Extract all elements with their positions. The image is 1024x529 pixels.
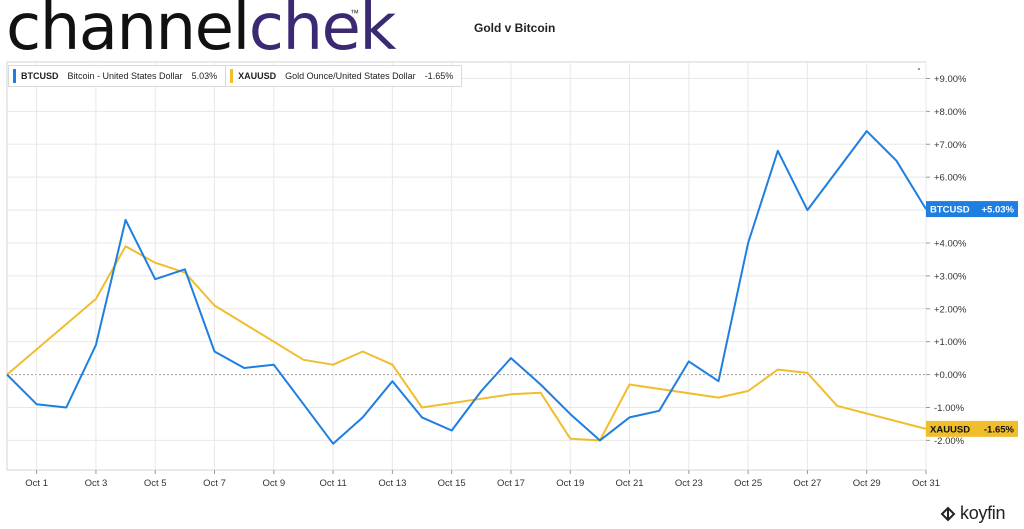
legend-symbol: BTCUSD xyxy=(21,71,59,81)
y-tick-label: -2.00% xyxy=(934,436,965,447)
grid-layer xyxy=(6,61,927,471)
y-tick-label: +1.00% xyxy=(934,337,967,348)
corner-dot xyxy=(918,68,920,70)
channelchek-logo: channelchek ™ xyxy=(6,0,396,65)
koyfin-label: koyfin xyxy=(960,503,1006,523)
end-label-btcusd: BTCUSD +5.03% xyxy=(926,201,1018,218)
y-tick-label: +8.00% xyxy=(934,107,967,118)
y-tick-label: +7.00% xyxy=(934,140,967,151)
legend-symbol: XAUUSD xyxy=(238,71,277,81)
x-tick-label: Oct 19 xyxy=(556,478,584,489)
trademark-mark: ™ xyxy=(350,8,359,18)
y-tick-label: +6.00% xyxy=(934,173,967,184)
series-line-xauusd xyxy=(6,245,927,442)
legend-item-btcusd[interactable]: BTCUSD Bitcoin - United States Dollar 5.… xyxy=(9,66,225,86)
legend-value: 5.03% xyxy=(191,71,218,81)
y-tick-label: -1.00% xyxy=(934,403,965,414)
legend-name: Gold Ounce/United States Dollar xyxy=(285,71,416,81)
x-tick-label: Oct 27 xyxy=(793,478,821,489)
chart-title: Gold v Bitcoin xyxy=(474,21,556,35)
koyfin-icon xyxy=(940,506,956,521)
plot-frame xyxy=(6,61,927,471)
legend-swatch-btcusd xyxy=(13,69,16,83)
y-tick-label: +0.00% xyxy=(934,370,967,381)
x-tick-label: Oct 17 xyxy=(497,478,525,489)
chart-legend: BTCUSD Bitcoin - United States Dollar 5.… xyxy=(8,65,463,87)
x-tick-label: Oct 1 xyxy=(25,478,48,489)
x-tick-label: Oct 5 xyxy=(144,478,167,489)
x-tick-label: Oct 9 xyxy=(262,478,285,489)
y-tick-label: +3.00% xyxy=(934,271,967,282)
y-tick-label: +4.00% xyxy=(934,238,967,249)
end-label-symbol: BTCUSD xyxy=(930,205,970,216)
legend-value: -1.65% xyxy=(424,71,454,81)
legend-swatch-xauusd xyxy=(230,69,234,83)
legend-divider xyxy=(225,66,227,86)
end-label-xauusd: XAUUSD -1.65% xyxy=(926,420,1018,437)
end-label-symbol: XAUUSD xyxy=(930,424,970,435)
x-tick-label: Oct 21 xyxy=(616,478,644,489)
x-tick-label: Oct 23 xyxy=(675,478,703,489)
y-tick-label: +2.00% xyxy=(934,304,967,315)
y-tick-label: +9.00% xyxy=(934,74,967,85)
end-label-box xyxy=(926,201,1018,218)
x-tick-label: Oct 13 xyxy=(378,478,406,489)
x-tick-label: Oct 15 xyxy=(438,478,466,489)
x-tick-label: Oct 11 xyxy=(319,478,346,489)
series-layer xyxy=(6,130,927,445)
legend-name: Bitcoin - United States Dollar xyxy=(67,71,183,81)
end-label-layer: BTCUSD +5.03% XAUUSD -1.65% xyxy=(926,201,1018,437)
end-label-box xyxy=(926,420,1018,437)
x-tick-label: Oct 29 xyxy=(853,478,881,489)
end-label-value: +5.03% xyxy=(982,205,1015,216)
x-tick-label: Oct 7 xyxy=(203,478,226,489)
x-tick-label: Oct 25 xyxy=(734,478,762,489)
end-label-value: -1.65% xyxy=(984,424,1015,435)
x-tick-label: Oct 3 xyxy=(85,478,108,489)
koyfin-logo: koyfin xyxy=(940,503,1006,524)
axis-layer: +9.00%+8.00%+7.00%+6.00%+5.00%+4.00%+3.0… xyxy=(25,68,967,489)
series-line-btcusd xyxy=(6,130,927,445)
x-tick-label: Oct 31 xyxy=(912,478,940,489)
legend-item-xauusd[interactable]: XAUUSD Gold Ounce/United States Dollar -… xyxy=(226,66,461,86)
